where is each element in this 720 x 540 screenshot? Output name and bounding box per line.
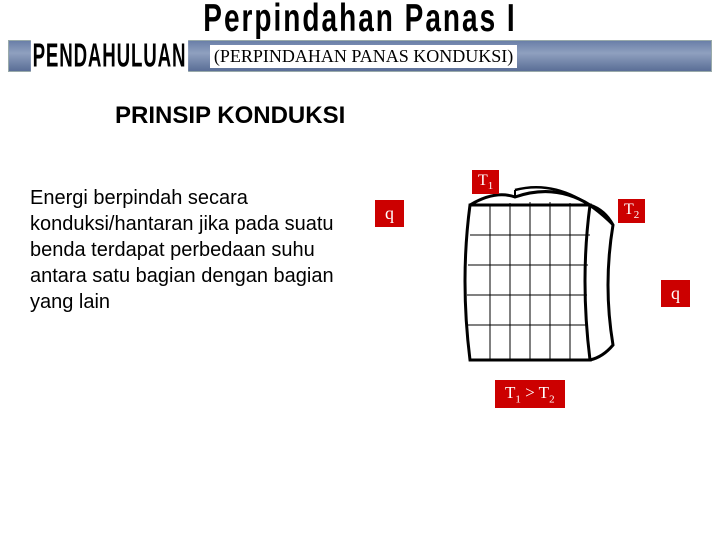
t1-label: T1: [472, 170, 499, 194]
subtitle-text: (PERPINDAHAN PANAS KONDUKSI): [210, 45, 517, 68]
t2-sub: 2: [634, 209, 640, 221]
paragraph-text: Energi berpindah secara konduksi/hantara…: [30, 185, 360, 425]
relation-label: T1 > T2: [495, 380, 565, 408]
section-title: PRINSIP KONDUKSI: [115, 102, 720, 130]
t1-base: T: [478, 172, 488, 189]
t2-label: T2: [618, 199, 645, 223]
slab-shape-icon: [445, 185, 635, 385]
conduction-diagram: T1 T2 q q T1 > T2: [360, 185, 690, 425]
subtitle-bar: PENDAHULUAN (PERPINDAHAN PANAS KONDUKSI): [8, 40, 712, 72]
t1-sub: 1: [488, 180, 494, 192]
rel-t2-sub: 2: [549, 393, 555, 405]
rel-gt: >: [521, 383, 539, 402]
main-title: Perpindahan Panas I: [0, 0, 720, 41]
q-right-label: q: [661, 280, 690, 307]
content-row: Energi berpindah secara konduksi/hantara…: [0, 185, 720, 425]
pendahuluan-label: PENDAHULUAN: [31, 37, 188, 76]
rel-t1-base: T: [505, 383, 515, 402]
t2-base: T: [624, 201, 634, 218]
q-left-label: q: [375, 200, 404, 227]
rel-t2-base: T: [539, 383, 549, 402]
